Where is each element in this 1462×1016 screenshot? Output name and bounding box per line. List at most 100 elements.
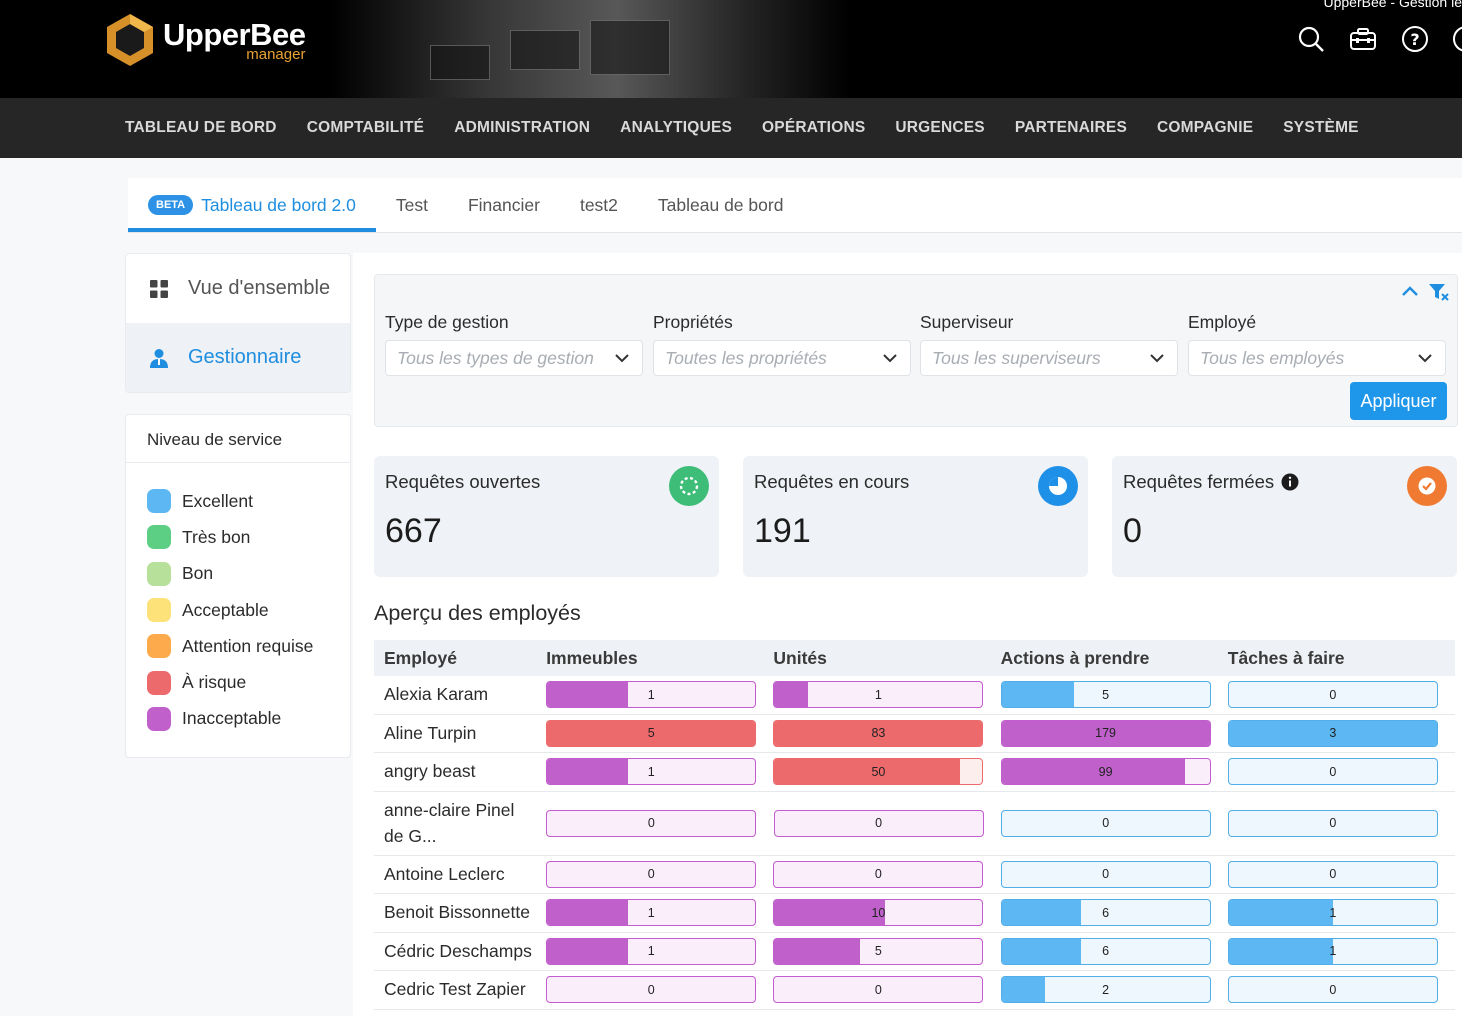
bar-value: 1	[874, 687, 882, 702]
user-icon	[148, 348, 170, 368]
search-icon[interactable]	[1296, 24, 1326, 54]
nav-partenaires[interactable]: PARTENAIRES	[1014, 119, 1127, 136]
units-bar[interactable]: 0	[773, 976, 984, 1004]
beta-badge: BETA	[148, 195, 194, 215]
buildings-bar[interactable]: 0	[546, 860, 757, 888]
tasks-bar[interactable]: 0	[1227, 681, 1438, 709]
tab-tableau-de-bord-2[interactable]: BETA Tableau de bord 2.0	[128, 178, 376, 232]
tasks-bar[interactable]: 0	[1227, 976, 1438, 1004]
actions-bar[interactable]: 0	[1000, 809, 1211, 837]
tasks-bar[interactable]: 0	[1227, 758, 1438, 786]
legend-swatch	[147, 634, 171, 659]
kpi-closed-requests[interactable]: Requêtes fermées 0	[1112, 456, 1457, 577]
nav-operations[interactable]: OPÉRATIONS	[762, 119, 866, 136]
select-placeholder: Toutes les propriétés	[665, 347, 827, 368]
profile-icon[interactable]	[1452, 24, 1462, 54]
actions-bar[interactable]: 6	[1000, 899, 1211, 927]
buildings-bar[interactable]: 1	[546, 899, 757, 927]
employee-select[interactable]: Tous les employés	[1188, 340, 1446, 376]
actions-bar[interactable]: 2	[1000, 976, 1211, 1004]
kpi-open-requests[interactable]: Requêtes ouvertes 667	[374, 456, 719, 577]
units-bar[interactable]: 0	[773, 809, 984, 837]
tasks-bar[interactable]: 0	[1227, 860, 1438, 888]
table-header: Employé Immeubles Unités Actions à prend…	[374, 640, 1455, 676]
column-header-actions[interactable]: Actions à prendre	[1000, 647, 1150, 668]
employee-name[interactable]: Alexia Karam	[384, 684, 489, 705]
column-header-employee[interactable]: Employé	[384, 647, 457, 668]
table-row[interactable]: Aline Turpin 5 83 179 3	[374, 715, 1455, 753]
buildings-bar[interactable]: 5	[546, 719, 757, 747]
column-header-tasks[interactable]: Tâches à faire	[1227, 647, 1345, 668]
tasks-bar[interactable]: 1	[1227, 899, 1438, 927]
employee-name[interactable]: Benoit Bissonnette	[384, 902, 530, 923]
actions-bar[interactable]: 99	[1000, 758, 1211, 786]
legend-item: À risque	[126, 664, 350, 700]
supervisor-select[interactable]: Tous les superviseurs	[920, 340, 1178, 376]
tab-tableau-de-bord[interactable]: Tableau de bord	[657, 194, 784, 215]
buildings-bar[interactable]: 0	[546, 809, 757, 837]
units-bar[interactable]: 0	[773, 860, 984, 888]
employee-name[interactable]: Cedric Test Zapier	[384, 979, 526, 1000]
tab-test2[interactable]: test2	[579, 194, 618, 215]
actions-bar[interactable]: 0	[1000, 860, 1211, 888]
toolbox-icon[interactable]	[1348, 24, 1378, 54]
employee-name[interactable]: angry beast	[384, 761, 476, 782]
nav-compagnie[interactable]: COMPAGNIE	[1157, 119, 1254, 136]
tasks-bar[interactable]: 0	[1227, 809, 1438, 837]
legend-item: Bon	[126, 556, 350, 592]
apply-button[interactable]: Appliquer	[1350, 382, 1447, 420]
units-bar[interactable]: 5	[773, 937, 984, 965]
legend-swatch	[147, 561, 171, 586]
tab-financier[interactable]: Financier	[467, 194, 540, 215]
nav-comptabilite[interactable]: COMPTABILITÉ	[306, 119, 425, 136]
properties-select[interactable]: Toutes les propriétés	[653, 340, 911, 376]
legend-item: Acceptable	[126, 592, 350, 628]
units-bar[interactable]: 83	[773, 719, 984, 747]
nav-urgences[interactable]: URGENCES	[895, 119, 985, 136]
employee-name[interactable]: Aline Turpin	[384, 722, 477, 743]
units-bar[interactable]: 1	[773, 681, 984, 709]
filter-label: Superviseur	[920, 312, 1014, 332]
nav-systeme[interactable]: SYSTÈME	[1283, 119, 1359, 136]
kpi-in-progress-requests[interactable]: Requêtes en cours 191	[743, 456, 1088, 577]
select-placeholder: Tous les employés	[1200, 347, 1345, 368]
nav-tableau-de-bord[interactable]: TABLEAU DE BORD	[125, 119, 277, 136]
table-row[interactable]: angry beast 1 50 99 0	[374, 753, 1455, 792]
actions-bar[interactable]: 5	[1000, 681, 1211, 709]
buildings-bar[interactable]: 0	[546, 976, 757, 1004]
nav-administration[interactable]: ADMINISTRATION	[454, 119, 591, 136]
buildings-bar[interactable]: 1	[546, 758, 757, 786]
table-row[interactable]: Benoit Bissonnette 1 10 6 1	[374, 894, 1455, 933]
table-row[interactable]: Cédric Deschamps 1 5 6 1	[374, 933, 1455, 971]
chevron-up-icon[interactable]	[1401, 283, 1419, 306]
info-icon[interactable]	[1281, 473, 1299, 491]
table-row[interactable]: anne-claire Pinel de G... 0 0 0 0	[374, 792, 1455, 856]
units-bar[interactable]: 50	[773, 758, 984, 786]
units-bar[interactable]: 10	[773, 899, 984, 927]
employee-name[interactable]: Cédric Deschamps	[384, 940, 532, 961]
nav-analytiques[interactable]: ANALYTIQUES	[620, 119, 733, 136]
management-type-select[interactable]: Tous les types de gestion	[385, 340, 643, 376]
column-header-buildings[interactable]: Immeubles	[546, 647, 638, 668]
tasks-bar[interactable]: 1	[1227, 937, 1438, 965]
table-row[interactable]: Alexia Karam 1 1 5 0	[374, 676, 1455, 715]
buildings-bar[interactable]: 1	[546, 681, 757, 709]
upperbee-logo[interactable]: UpperBee manager	[105, 12, 306, 68]
clear-filter-icon[interactable]	[1429, 283, 1449, 306]
employee-name[interactable]: Antoine Leclerc	[384, 863, 505, 884]
tab-test[interactable]: Test	[395, 194, 428, 215]
table-row[interactable]: Antoine Leclerc 0 0 0 0	[374, 856, 1455, 894]
column-header-units[interactable]: Unités	[773, 647, 827, 668]
actions-bar[interactable]: 179	[1000, 719, 1211, 747]
actions-bar[interactable]: 6	[1000, 937, 1211, 965]
menu-item-overview[interactable]: Vue d'ensemble	[126, 254, 350, 323]
buildings-bar[interactable]: 1	[546, 937, 757, 965]
help-icon[interactable]: ?	[1400, 24, 1430, 54]
menu-item-manager[interactable]: Gestionnaire	[126, 323, 350, 392]
tasks-bar[interactable]: 3	[1227, 719, 1438, 747]
legend-swatch	[147, 706, 171, 731]
employee-name[interactable]: anne-claire Pinel de G...	[384, 800, 515, 846]
bar-value: 50	[871, 764, 886, 779]
table-row[interactable]: Cedric Test Zapier 0 0 2 0	[374, 971, 1455, 1010]
bar-value: 0	[1329, 687, 1337, 702]
